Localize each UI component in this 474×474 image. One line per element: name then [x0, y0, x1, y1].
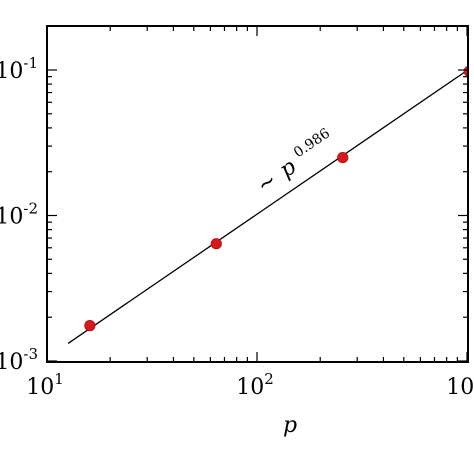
tick-label-exponent: 2	[264, 370, 274, 388]
data-point	[463, 65, 468, 77]
x-tick-label: 103	[446, 370, 474, 400]
x-tick-label: 101	[26, 370, 64, 400]
tick-label-exponent: -1	[23, 54, 38, 72]
tick-label-base: 10	[446, 375, 474, 400]
data-point	[84, 320, 96, 332]
annotation-base: p	[275, 155, 301, 184]
y-tick-label: 10-3	[0, 345, 38, 375]
tick-labels: 10110210310-310-210-1	[0, 54, 474, 400]
tick-label-base: 10	[0, 59, 23, 84]
y-tick-label: 10-2	[0, 200, 38, 230]
plot-frame	[46, 25, 469, 363]
tick-label-base: 10	[0, 205, 23, 230]
y-tick-label: 10-1	[0, 54, 38, 84]
x-axis-label: p	[283, 413, 297, 438]
tick-label-exponent: -2	[23, 200, 38, 218]
fit-line	[67, 69, 468, 344]
x-tick-label: 102	[236, 370, 274, 400]
tick-label-base: 10	[236, 375, 264, 400]
tick-label-exponent: -3	[23, 345, 38, 363]
tick-label-base: 10	[26, 375, 54, 400]
data-point	[337, 151, 349, 164]
tick-label-exponent: 1	[54, 370, 64, 388]
annotation-prefix: ∼	[252, 168, 281, 199]
plot-region	[67, 65, 468, 344]
axis-ticks	[46, 25, 468, 362]
annotation-exponent: 0.986	[291, 125, 333, 161]
data-point	[210, 238, 222, 250]
tick-label-base: 10	[0, 350, 23, 375]
